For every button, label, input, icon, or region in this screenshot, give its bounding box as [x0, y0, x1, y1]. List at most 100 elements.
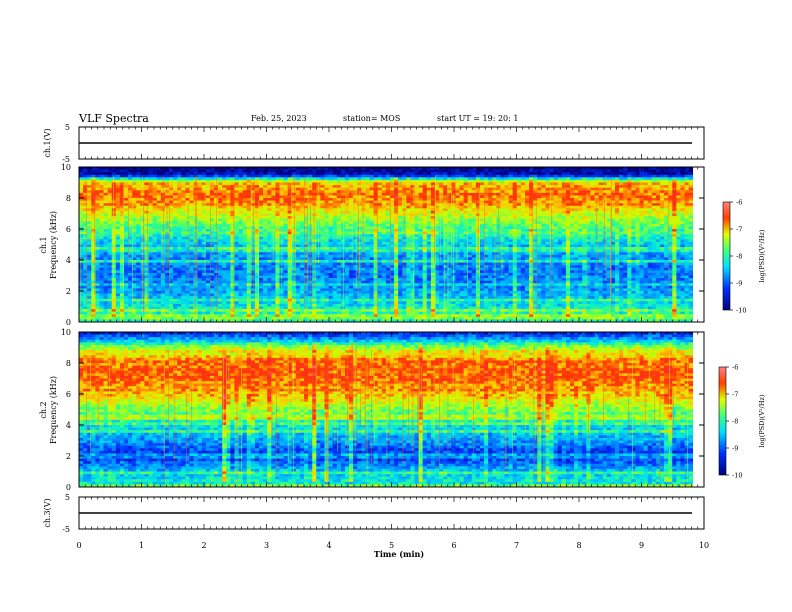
ch1-spectrogram-cell — [308, 278, 313, 281]
ch1-spectrogram-cell — [128, 291, 133, 294]
ch1-spectrogram-cell — [349, 270, 354, 274]
ch1-spectrogram-cell — [214, 311, 219, 315]
ch1-spectrogram-cell — [250, 213, 256, 217]
ch1-spectrogram-cell — [381, 167, 387, 170]
ch1-spectrogram-cell — [365, 244, 370, 248]
ch1-spectrogram-cell — [160, 234, 166, 238]
ch1-spectrogram-cell — [377, 223, 383, 227]
ch1-spectrogram-cell — [312, 239, 317, 243]
ch1-spectrogram-cell — [336, 179, 342, 183]
ch1-spectrogram-cell — [103, 260, 108, 263]
ch1-spectrogram-cell — [250, 249, 256, 253]
ch1-spectrogram-cell — [250, 203, 256, 207]
ch1-spectrogram-cell — [283, 267, 288, 271]
ch1-spectrogram-cell — [115, 278, 121, 281]
ch1-spectrogram-cell — [152, 177, 158, 181]
ch1-spectrogram-cell — [230, 236, 235, 240]
ch1-spectrogram-cell — [291, 303, 297, 307]
ch1-spectrogram-cell — [394, 319, 399, 323]
ch1-spectrogram-cell — [128, 174, 133, 178]
ch1-spectrogram-cell — [169, 210, 174, 214]
ch1-spectrogram-cell — [144, 210, 149, 214]
ch1-spectrogram-cell — [99, 198, 104, 201]
ch1-spectrogram-cell — [226, 241, 231, 245]
ch1-spectrogram-cell — [169, 195, 174, 199]
ch1-spectrogram-cell — [87, 247, 92, 250]
ch1-spectrogram-cell — [389, 218, 395, 222]
ch1-spectrogram-cell — [132, 226, 137, 230]
ch1-spectrogram-cell — [83, 288, 88, 292]
ch1-spectrogram-cell — [218, 167, 223, 170]
ch1-spectrogram-cell — [226, 275, 231, 279]
ch1-spectrogram-cell — [91, 319, 96, 323]
ch1-spectrogram-cell — [271, 296, 276, 300]
ch1-spectrogram-cell — [83, 247, 88, 250]
ch1-spectrogram-cell — [132, 249, 137, 253]
ch1-spectrogram-cell — [205, 316, 211, 320]
ch1-spectrogram-cell — [340, 283, 346, 287]
ch1-spectrogram-cell — [103, 249, 108, 253]
ch1-spectrogram-cell — [136, 226, 141, 230]
ch1-spectrogram-cell — [234, 234, 239, 238]
ch1-spectrogram-cell — [304, 278, 309, 281]
ch1-spectrogram-cell — [136, 236, 141, 240]
ch1-spectrogram-cell — [222, 198, 227, 201]
ch1-spectrogram-cell — [136, 260, 141, 263]
ch1-spectrogram-cell — [136, 272, 141, 276]
ch1-spectrogram-cell — [283, 205, 288, 209]
ch1-spectrogram-cell — [357, 187, 362, 191]
ch1-spectrogram-cell — [340, 278, 346, 281]
ch1-spectrogram-cell — [377, 306, 383, 310]
ch1-spectrogram-cell — [128, 234, 133, 238]
ch1-spectrogram-cell — [83, 309, 88, 312]
ch1-spectrogram-cell — [132, 272, 137, 276]
ch1-spectrogram-cell — [312, 236, 317, 240]
ch1-spectrogram-cell — [119, 283, 125, 287]
ch1-spectrogram-cell — [308, 174, 313, 178]
ch1-spectrogram-cell — [83, 190, 88, 194]
ch1-spectrogram-cell — [99, 306, 104, 310]
ch1-spectrogram-cell — [385, 244, 391, 248]
ch1-spectrogram-cell — [197, 208, 203, 212]
ch1-spectrogram-cell — [316, 314, 321, 318]
ch1-spectrogram-cell — [242, 296, 248, 300]
ch1-spectrogram-cell — [398, 283, 403, 287]
ch1-spectrogram-cell — [99, 303, 104, 307]
ch1-spectrogram-cell — [124, 167, 129, 170]
ch1-spectrogram-cell — [283, 275, 288, 279]
ch1-spectrogram-cell — [205, 221, 211, 225]
ch1-spectrogram-cell — [173, 244, 178, 248]
ch1-spectrogram-cell — [283, 319, 288, 323]
ch1-spectrogram-cell — [295, 288, 301, 292]
ch1-spectrogram-cell — [283, 210, 288, 214]
ch1-spectrogram-cell — [103, 265, 108, 269]
ch1-spectrogram-cell — [152, 285, 158, 289]
ch1-spectrogram-cell — [230, 169, 235, 173]
ch1-spectrogram-cell — [152, 190, 158, 194]
ch1-spectrogram-cell — [267, 221, 272, 225]
ch1-spectrogram-cell — [234, 265, 239, 269]
ch1-spectrogram-cell — [246, 236, 252, 240]
ch1-spectrogram-cell — [365, 314, 370, 318]
ch1-spectrogram-cell — [107, 179, 113, 183]
ch1-spectrogram-cell — [103, 236, 108, 240]
ch1-spectrogram-cell — [230, 241, 235, 245]
ch1-spectrogram-cell — [283, 174, 288, 178]
ch1-spectrogram-cell — [111, 247, 117, 250]
ch1-spectrogram-cell — [381, 247, 387, 250]
ch1-spectrogram-cell — [197, 272, 203, 276]
ch1-spectrogram-cell — [136, 298, 141, 302]
ch1-spectrogram-cell — [111, 303, 117, 307]
ch1-spectrogram-cell — [119, 182, 125, 186]
ch1-spectrogram-cell — [406, 319, 411, 323]
ch1-spectrogram-cell — [144, 192, 149, 196]
ch1-spectrogram-cell — [291, 252, 297, 256]
ch1-spectrogram-cell — [99, 179, 104, 183]
ch1-spectrogram-cell — [398, 260, 403, 263]
ch1-spectrogram-cell — [275, 306, 280, 310]
ch1-spectrogram-cell — [381, 179, 387, 183]
ch1-spectrogram-cell — [254, 177, 260, 181]
ch1-spectrogram-cell — [410, 229, 415, 232]
ch1-spectrogram-cell — [201, 301, 207, 305]
ch1-spectrogram-cell — [169, 275, 174, 279]
